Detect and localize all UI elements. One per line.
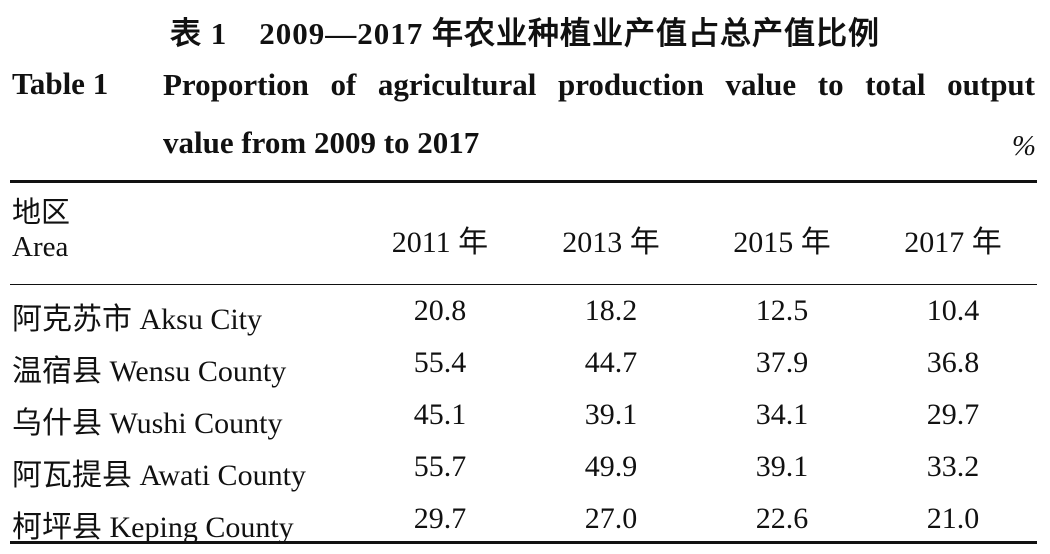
cell-value: 29.7 (926, 398, 980, 431)
area-name: 阿克苏市 Aksu City (12, 303, 263, 336)
cell-value: 33.2 (926, 450, 980, 483)
table-label-english: Table 1 (12, 66, 109, 101)
cell-value: 18.2 (584, 294, 638, 327)
cell-value: 44.7 (584, 346, 638, 379)
cell-value: 45.1 (413, 398, 467, 431)
table-caption-chinese: 表 1 2009—2017 年农业种植业产值占总产值比例 (170, 16, 880, 51)
cell-value: 21.0 (926, 502, 980, 535)
table-caption-english: Proportion of agricultural production va… (163, 66, 1035, 172)
cell-value: 37.9 (755, 346, 809, 379)
cell-value: 55.4 (413, 346, 467, 379)
area-name: 乌什县 Wushi County (12, 407, 283, 440)
year-header-2015: 2015 年 (733, 226, 831, 259)
cell-value: 39.1 (755, 450, 809, 483)
table-top-rule (10, 180, 1037, 183)
cell-value: 55.7 (413, 450, 467, 483)
cell-value: 36.8 (926, 346, 980, 379)
table-bottom-rule (10, 541, 1037, 544)
table-header-rule (10, 284, 1037, 285)
table-row: 柯坪县 Keping County 29.7 27.0 22.6 21.0 (0, 502, 1050, 554)
cell-value: 10.4 (926, 294, 980, 327)
area-header-cn: 地区 (12, 197, 71, 229)
cell-value: 39.1 (584, 398, 638, 431)
area-header-en: Area (12, 231, 69, 263)
table-row: 阿克苏市 Aksu City 20.8 18.2 12.5 10.4 (0, 294, 1050, 346)
area-column-header: 地区 Area (12, 196, 70, 264)
cell-value: 49.9 (584, 450, 638, 483)
year-header-2017: 2017 年 (904, 226, 1002, 259)
area-name: 阿瓦提县 Awati County (12, 459, 306, 492)
cell-value: 22.6 (755, 502, 809, 535)
cell-value: 20.8 (413, 294, 467, 327)
cell-value: 27.0 (584, 502, 638, 535)
table-row: 温宿县 Wensu County 55.4 44.7 37.9 36.8 (0, 346, 1050, 398)
table-row: 乌什县 Wushi County 45.1 39.1 34.1 29.7 (0, 398, 1050, 450)
area-name: 柯坪县 Keping County (12, 511, 294, 544)
year-header-2013: 2013 年 (562, 226, 660, 259)
table-caption-english-line2: value from 2009 to 2017 (163, 125, 480, 160)
area-name: 温宿县 Wensu County (12, 355, 287, 388)
year-header-2011: 2011 年 (391, 226, 489, 259)
cell-value: 34.1 (755, 398, 809, 431)
table-unit: % (1011, 130, 1036, 162)
table-caption-english-line1: Proportion of agricultural production va… (163, 67, 1035, 102)
table-row: 阿瓦提县 Awati County 55.7 49.9 39.1 33.2 (0, 450, 1050, 502)
cell-value: 29.7 (413, 502, 467, 535)
cell-value: 12.5 (755, 294, 809, 327)
